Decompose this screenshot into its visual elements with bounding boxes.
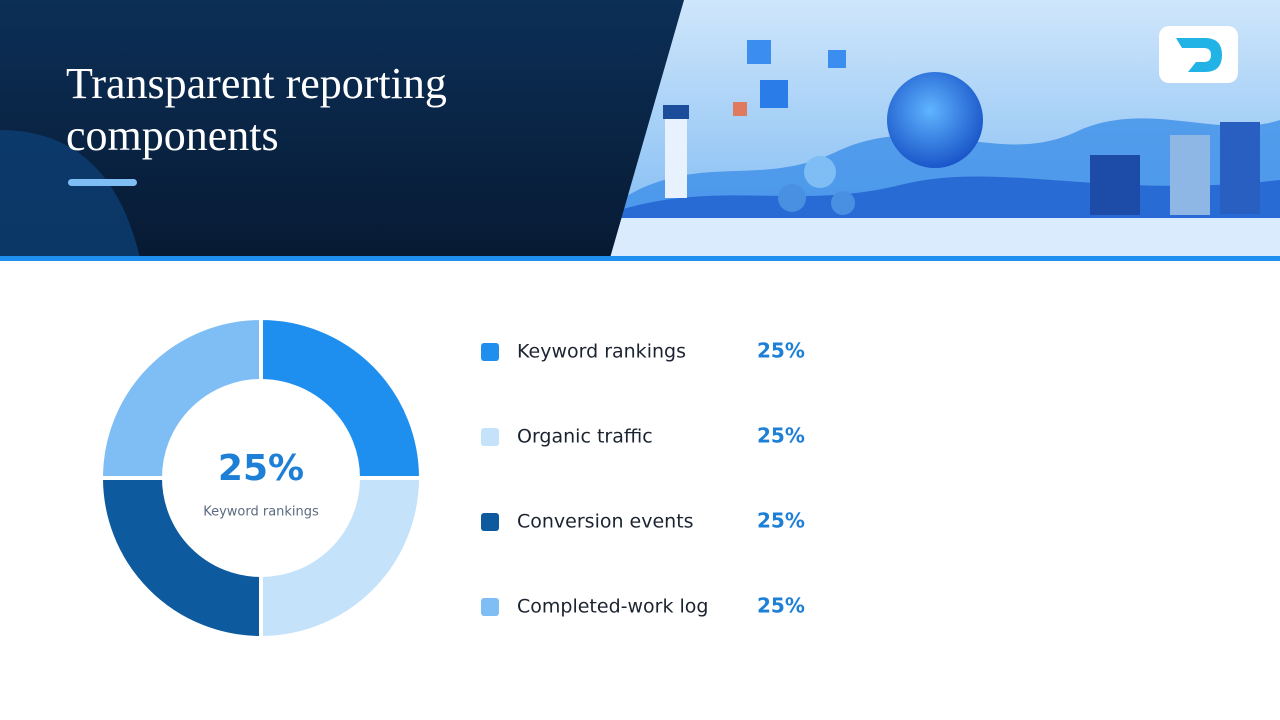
legend-label: Completed-work log bbox=[517, 596, 708, 618]
center-label: Keyword rankings bbox=[203, 505, 319, 520]
legend-value: 25% bbox=[757, 594, 805, 618]
legend-label: Conversion events bbox=[517, 511, 694, 533]
header-panel bbox=[0, 0, 684, 258]
legend-label: Keyword rankings bbox=[517, 341, 686, 363]
title-underline bbox=[68, 179, 137, 186]
donut-slice bbox=[259, 476, 424, 641]
legend-swatch bbox=[481, 343, 499, 361]
donut-slice bbox=[98, 315, 263, 480]
legend-value: 25% bbox=[757, 424, 805, 448]
legend: Keyword rankings 25% Organic traffic 25% Con… bbox=[481, 339, 805, 618]
header-rule bbox=[0, 256, 1280, 261]
header-illustration bbox=[600, 0, 1280, 258]
legend-swatch bbox=[481, 513, 499, 531]
legend-value: 25% bbox=[757, 509, 805, 533]
legend-label: Organic traffic bbox=[517, 426, 653, 448]
title-box: Transparent reporting components bbox=[66, 59, 447, 160]
legend-swatch bbox=[481, 598, 499, 616]
donut bbox=[98, 315, 424, 641]
center-value: 25% bbox=[218, 448, 304, 489]
donut-slice bbox=[259, 315, 424, 480]
legend-value: 25% bbox=[757, 339, 805, 363]
donut-slice bbox=[98, 476, 263, 641]
chart-title: Transparent reporting components bbox=[66, 59, 447, 160]
header-decoration bbox=[0, 130, 140, 258]
legend-swatch bbox=[481, 428, 499, 446]
